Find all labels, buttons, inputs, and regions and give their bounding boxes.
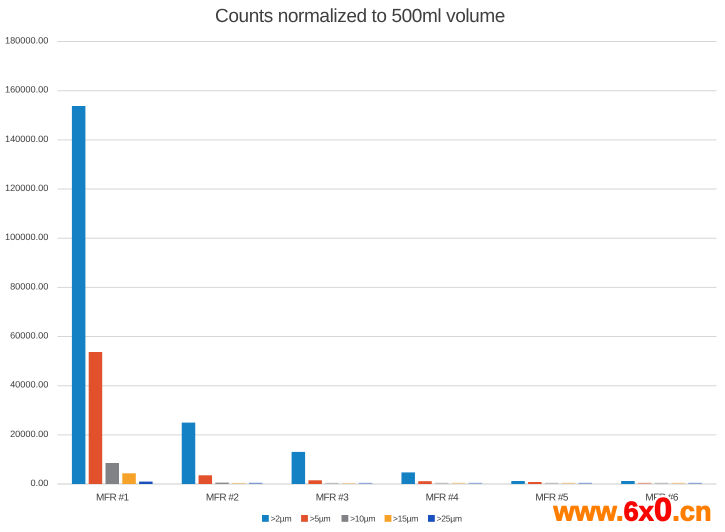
- svg-text:140000.00: 140000.00: [5, 134, 48, 144]
- svg-text:100000.00: 100000.00: [5, 232, 48, 242]
- svg-text:0.00: 0.00: [31, 478, 49, 488]
- svg-text:>5µm: >5µm: [310, 513, 331, 523]
- svg-text:www.6x0.cn: www.6x0.cn: [553, 492, 712, 528]
- svg-text:MFR #4: MFR #4: [426, 493, 460, 504]
- svg-text:MFR #3: MFR #3: [316, 493, 350, 504]
- svg-text:>25µm: >25µm: [437, 513, 462, 523]
- svg-text:120000.00: 120000.00: [5, 183, 48, 193]
- svg-text:>15µm: >15µm: [393, 513, 418, 523]
- svg-text:MFR #2: MFR #2: [206, 493, 240, 504]
- svg-text:MFR #5: MFR #5: [535, 493, 569, 504]
- svg-text:www.6x0.cn: www.6x0.cn: [553, 492, 712, 528]
- svg-text:Counts normalized to 500ml vol: Counts normalized to 500ml volume: [215, 6, 505, 27]
- svg-text:60000.00: 60000.00: [10, 331, 48, 341]
- svg-text:80000.00: 80000.00: [10, 281, 48, 291]
- svg-text:MFR #1: MFR #1: [96, 493, 130, 504]
- svg-text:160000.00: 160000.00: [5, 85, 48, 95]
- svg-text:20000.00: 20000.00: [10, 429, 48, 439]
- svg-text:180000.00: 180000.00: [5, 36, 48, 46]
- svg-text:>2µm: >2µm: [271, 513, 292, 523]
- svg-text:40000.00: 40000.00: [10, 380, 48, 390]
- svg-text:>10µm: >10µm: [350, 513, 375, 523]
- svg-text:MFR #6: MFR #6: [645, 493, 679, 504]
